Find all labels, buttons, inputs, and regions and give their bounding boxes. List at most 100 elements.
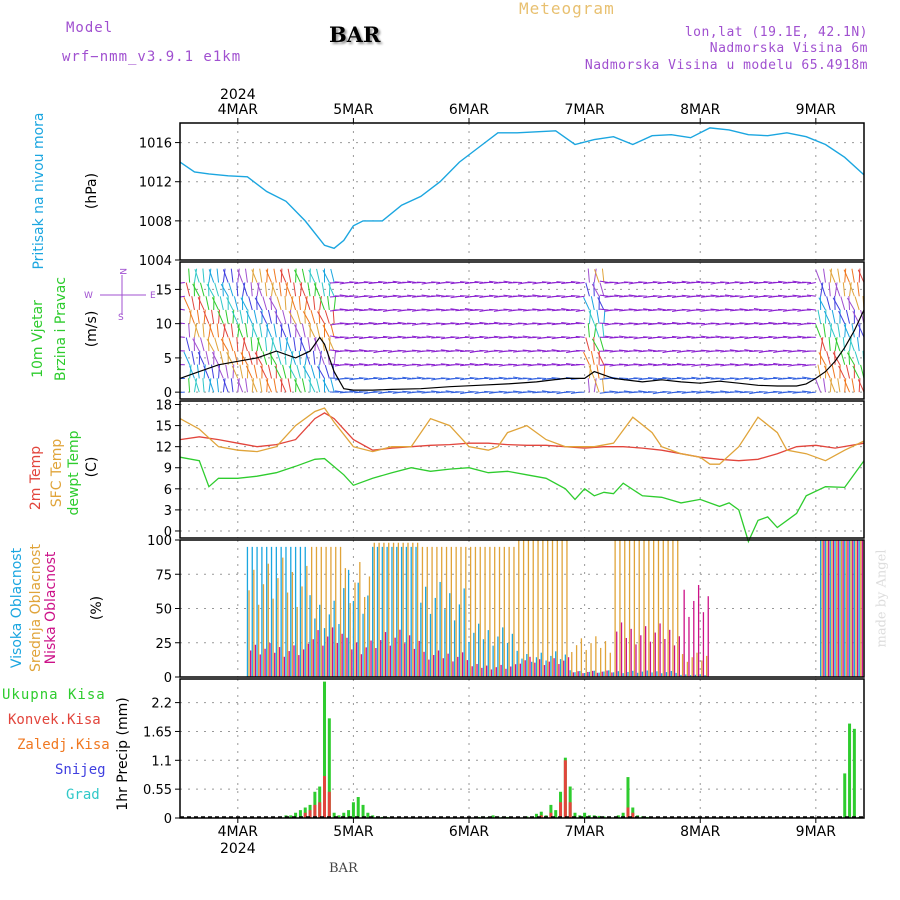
wind-barb <box>208 378 215 393</box>
wind-barb <box>280 323 283 338</box>
wind-barb <box>561 322 571 325</box>
product-title: Meteogram <box>519 0 615 18</box>
wind-barb <box>211 297 219 311</box>
wind-barb <box>842 282 846 297</box>
wind-barb <box>599 282 605 297</box>
wind-barb <box>330 268 335 283</box>
wind-barb <box>287 378 292 393</box>
wind-barb <box>782 349 792 352</box>
wind-barb <box>392 294 402 297</box>
wind-barb <box>729 349 739 352</box>
wind-barb <box>256 282 263 297</box>
wind-barb <box>768 321 778 325</box>
wind-barb <box>724 294 735 297</box>
wind-barb <box>265 379 272 393</box>
wind-barb <box>245 365 253 379</box>
precip-total-bar <box>337 815 341 818</box>
wind-barb <box>851 323 855 338</box>
wind-barb <box>314 282 317 297</box>
wind-barb <box>858 323 861 338</box>
footer-station: BAR <box>329 861 358 876</box>
dewpoint-line <box>179 456 865 544</box>
wind-barb <box>279 379 287 393</box>
wind-barb <box>334 281 344 284</box>
wind-barb <box>587 323 590 338</box>
wind-barb <box>440 349 450 352</box>
wind-barb <box>763 280 773 284</box>
wind-barb <box>782 335 792 338</box>
wind-barb <box>503 280 513 284</box>
wind-barb <box>290 296 297 311</box>
wind-barb <box>508 349 518 352</box>
wind-barb <box>387 390 397 393</box>
wind-barb <box>296 364 301 379</box>
wind-barb <box>368 322 378 325</box>
wind-barb <box>225 364 229 379</box>
bottom-day-label: 8MAR <box>680 824 721 840</box>
wind-barb <box>267 309 273 324</box>
wind-barb <box>479 321 489 325</box>
model-name: wrf−nmm_v3.9.1 e1km <box>62 49 242 65</box>
wind-barb <box>671 349 681 352</box>
wind-barb <box>464 336 474 338</box>
wind-barb <box>251 269 258 283</box>
wind-barb <box>601 323 605 338</box>
precip-total-bar <box>366 812 370 818</box>
wind-barb <box>823 378 826 393</box>
wind-barb <box>192 338 200 352</box>
wind-barb <box>662 391 672 393</box>
wind-barb <box>619 335 629 338</box>
wind-barb <box>843 379 851 393</box>
wind-barb <box>823 365 831 379</box>
precip-total-bar <box>583 812 587 818</box>
wind-barb <box>527 281 537 284</box>
wind-barb <box>591 283 600 297</box>
wind-barb <box>273 378 277 393</box>
top-day-label: 4MAR <box>218 102 259 118</box>
wind-barb <box>349 281 359 284</box>
wind-barb <box>218 364 221 379</box>
wind-barb <box>316 268 321 283</box>
wind-barb <box>333 350 337 365</box>
ytick-label: 1012 <box>139 176 172 191</box>
wind-barb <box>556 295 566 297</box>
wind-barb <box>180 295 181 297</box>
wind-barb <box>541 390 551 393</box>
wind-barb <box>823 323 826 338</box>
wind-barb <box>829 269 836 283</box>
wind-barb <box>236 282 239 297</box>
wind-barb <box>232 309 235 324</box>
wind-barb <box>758 363 768 366</box>
wind-barb <box>831 364 836 379</box>
wind-barb <box>266 378 269 393</box>
wind-barb <box>676 362 686 366</box>
t2m-line <box>179 412 865 462</box>
wind-barb <box>852 365 860 379</box>
wind-barb <box>196 309 200 324</box>
wind-barb <box>705 376 715 379</box>
ytick-label: 10 <box>155 318 172 333</box>
precip-total-bar <box>621 812 625 818</box>
wind-barb <box>614 322 624 325</box>
wind-barb <box>768 349 778 352</box>
wind-barb <box>378 294 388 297</box>
wind-barb <box>657 308 667 311</box>
wind-barb <box>498 390 508 393</box>
wind-barb <box>700 335 710 338</box>
wind-barb <box>856 282 860 297</box>
wind-barb <box>358 349 368 352</box>
wind-barb <box>508 335 518 338</box>
wind-barb <box>313 337 321 352</box>
wind-barb <box>597 297 605 311</box>
wind-barb <box>251 324 258 338</box>
wind-barb <box>777 308 787 311</box>
wind-barb <box>604 335 614 338</box>
wind-barb <box>189 309 192 324</box>
wind-barb <box>302 311 311 324</box>
wind-barb <box>222 282 224 297</box>
wind-barb <box>266 323 269 338</box>
panel-frame <box>179 400 865 539</box>
wind-barb <box>823 268 826 283</box>
wind-speed-line <box>179 309 865 391</box>
wind-barb <box>193 378 198 393</box>
